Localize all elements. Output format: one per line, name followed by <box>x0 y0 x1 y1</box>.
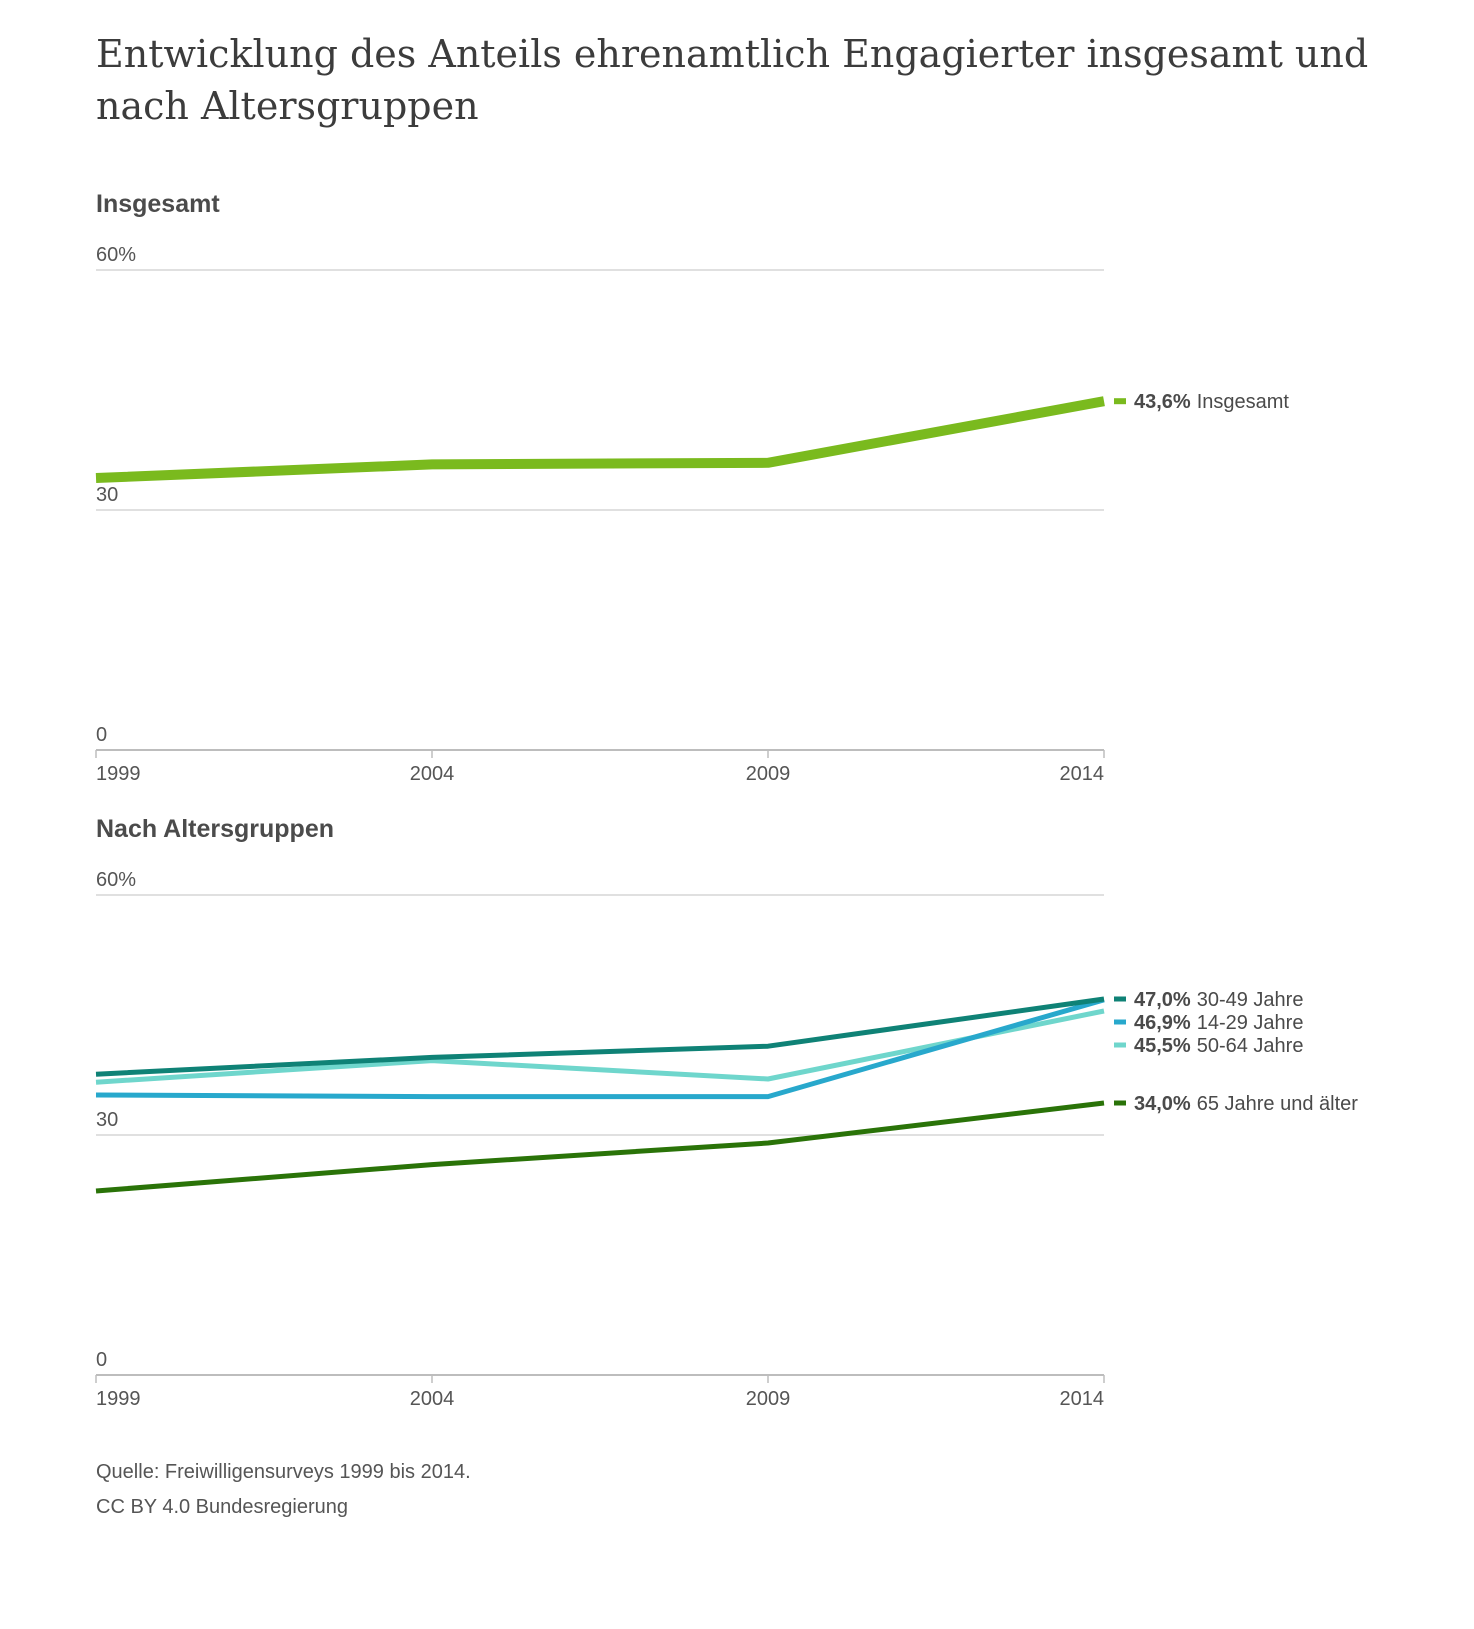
series-name: 50-64 Jahre <box>1197 1035 1304 1057</box>
series-end-value: 47,0% <box>1134 989 1191 1011</box>
series-line <box>95 996 1105 1077</box>
series-end-value: 43,6% <box>1134 391 1191 413</box>
source-note: Quelle: Freiwilligensurveys 1999 bis 201… <box>96 1455 471 1525</box>
panel-insgesamt: Insgesamt 60% 30 0 1999 2004 2009 2014 43,6% Ins… <box>0 190 1474 790</box>
y-tick-label: 0 <box>96 724 107 746</box>
y-tick-label: 0 <box>96 1349 107 1371</box>
series-line <box>95 1008 1105 1085</box>
series-end-label: 47,0% 30-49 Jahre <box>1134 989 1303 1011</box>
panel-altersgruppen: Nach Altersgruppen 60% 30 0 1999 2004 2009 201… <box>0 815 1474 1415</box>
series-end-value: 46,9% <box>1134 1012 1191 1034</box>
x-tick-label: 2004 <box>410 763 455 785</box>
panel-title-insgesamt: Insgesamt <box>96 190 220 218</box>
license-line: CC BY 4.0 Bundesregierung <box>96 1496 349 1518</box>
source-line: Quelle: Freiwilligensurveys 1999 bis 201… <box>96 1461 471 1483</box>
series-end-label: 43,6% Insgesamt <box>1134 391 1289 413</box>
series-end-value: 45,5% <box>1134 1035 1191 1057</box>
y-tick-label: 30 <box>96 484 118 506</box>
x-tick-label: 2009 <box>746 1388 791 1410</box>
series-end-label: 46,9% 14-29 Jahre <box>1134 1012 1303 1034</box>
series-name: 30-49 Jahre <box>1197 989 1304 1011</box>
x-tick-label: 2014 <box>1060 1388 1105 1410</box>
series-end-label: 34,0% 65 Jahre und älter <box>1134 1093 1358 1115</box>
series-line <box>95 997 1105 1100</box>
x-tick-label: 2014 <box>1060 763 1105 785</box>
y-tick-label: 30 <box>96 1109 118 1131</box>
x-tick-label: 1999 <box>96 763 141 785</box>
x-tick-label: 1999 <box>96 1388 141 1410</box>
chart-title: Entwicklung des Anteils ehrenamtlich Eng… <box>96 32 1369 128</box>
series-name: 65 Jahre und älter <box>1197 1093 1359 1115</box>
series-end-label: 45,5% 50-64 Jahre <box>1134 1035 1303 1057</box>
series-name: Insgesamt <box>1197 391 1290 413</box>
panel-title-altersgruppen: Nach Altersgruppen <box>96 815 335 843</box>
series-name: 14-29 Jahre <box>1197 1012 1304 1034</box>
series-line <box>95 1100 1105 1194</box>
line-chart-insgesamt: 60% 30 0 1999 2004 2009 2014 43,6% Insgesamt <box>95 244 1289 785</box>
x-tick-label: 2004 <box>410 1388 455 1410</box>
x-tick-label: 2009 <box>746 763 791 785</box>
series-line <box>95 396 1105 483</box>
y-tick-label: 60% <box>96 869 136 891</box>
series-end-value: 34,0% <box>1134 1093 1191 1115</box>
y-tick-label: 60% <box>96 244 136 266</box>
